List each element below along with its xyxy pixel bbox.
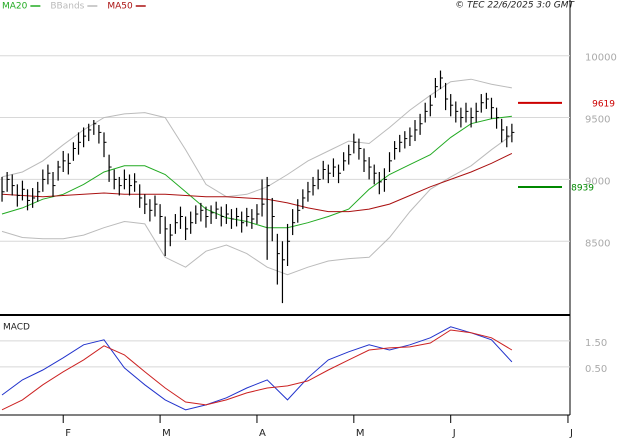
y-tick-label: 1.50	[585, 338, 607, 349]
x-tick-label: M	[356, 428, 365, 439]
y-tick-label: 10000	[585, 53, 617, 64]
indicator-line	[1, 78, 512, 198]
macd-line	[1, 329, 513, 411]
legend-label: MA20	[2, 2, 28, 12]
x-tick-label: J	[569, 428, 573, 439]
x-tick-label: J	[452, 428, 456, 439]
x-tick-label: F	[65, 428, 71, 439]
legend-label: MA50	[107, 2, 133, 12]
y-tick-label: 0.50	[585, 364, 607, 375]
y-tick-label: 9000	[585, 176, 610, 187]
y-tick-label: 9500	[585, 115, 610, 126]
x-tick-label: M	[162, 428, 171, 439]
indicator-line	[1, 115, 512, 229]
macd-line	[1, 326, 513, 411]
legend-label: BBands	[50, 2, 84, 12]
level-label: 9619	[592, 99, 615, 109]
y-tick-label: 8500	[585, 238, 610, 249]
level-label: 8939	[571, 183, 594, 193]
macd-title: MACD	[3, 323, 30, 333]
copyright: © TEC 22/6/2025 3:0 GMT	[455, 1, 575, 11]
indicator-line	[1, 134, 513, 276]
indicator-line	[1, 152, 513, 213]
x-tick-label: A	[259, 428, 266, 439]
